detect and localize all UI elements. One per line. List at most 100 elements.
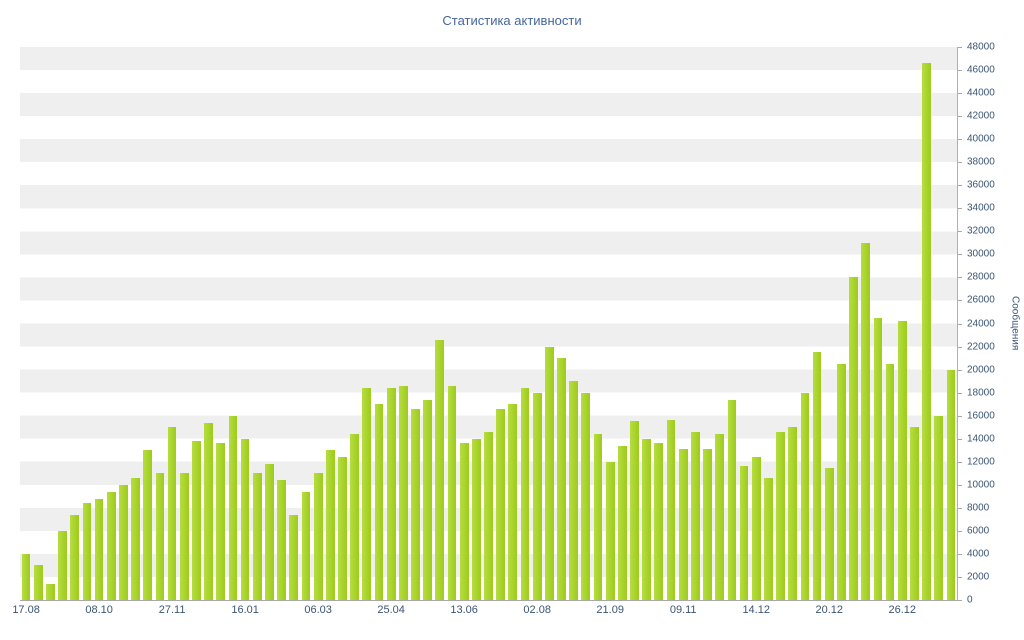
bar	[313, 473, 323, 600]
y-tick-mark	[958, 277, 962, 279]
bar	[751, 457, 761, 600]
y-tick-label: 10000	[967, 479, 995, 491]
bar	[216, 443, 226, 600]
y-tick-mark	[958, 346, 962, 348]
bar	[885, 363, 895, 600]
y-axis-title: Сообщения	[1009, 296, 1021, 351]
y-tick-mark	[958, 530, 962, 532]
x-tick-label: 26.12	[888, 604, 916, 616]
y-tick-label: 4000	[967, 548, 990, 560]
x-tick-label: 16.01	[231, 604, 259, 616]
bar	[192, 441, 201, 600]
bar	[569, 381, 579, 600]
y-tick-label: 14000	[967, 433, 995, 445]
y-tick-label: 48000	[967, 41, 995, 53]
bar	[837, 363, 846, 600]
y-tick-mark	[958, 231, 962, 233]
bar	[678, 449, 688, 600]
y-tick-mark	[958, 415, 962, 417]
y-tick-label: 16000	[967, 410, 995, 422]
y-tick-label: 42000	[967, 110, 995, 122]
bar	[204, 422, 213, 600]
bar	[557, 358, 566, 600]
bar	[764, 477, 773, 600]
bar	[544, 346, 554, 600]
y-tick-label: 44000	[967, 87, 995, 99]
bar	[70, 514, 80, 600]
bar	[46, 583, 55, 600]
bar	[654, 443, 664, 600]
bar	[143, 450, 153, 600]
y-tick-label: 8000	[967, 502, 990, 514]
bar	[228, 415, 238, 600]
bar	[119, 484, 128, 600]
bar	[922, 63, 931, 600]
bar	[897, 321, 907, 600]
bar	[289, 514, 299, 600]
bar	[727, 399, 737, 600]
bar	[946, 369, 956, 600]
y-tick-mark	[958, 300, 962, 302]
bar	[459, 443, 469, 600]
y-axis-title-wrap: Сообщения	[1008, 47, 1022, 600]
x-tick-label: 13.06	[450, 604, 478, 616]
y-tick-mark	[958, 576, 962, 578]
y-tick-label: 6000	[967, 525, 990, 537]
bar	[21, 553, 31, 600]
y-tick-label: 32000	[967, 225, 995, 237]
bar	[252, 473, 262, 600]
bar	[58, 530, 67, 600]
bar	[739, 466, 749, 600]
bar	[350, 434, 359, 600]
bar	[82, 503, 92, 600]
y-tick-mark	[958, 93, 962, 95]
y-tick-label: 18000	[967, 387, 995, 399]
y-tick-label: 26000	[967, 294, 995, 306]
bar	[240, 438, 250, 600]
bar	[33, 565, 43, 600]
x-tick-label: 06.03	[304, 604, 332, 616]
bar	[155, 473, 165, 600]
y-tick-label: 40000	[967, 133, 995, 145]
bar	[94, 498, 104, 600]
x-tick-label: 27.11	[158, 604, 186, 616]
bar	[690, 431, 700, 600]
bar	[788, 427, 798, 600]
x-tick-label: 17.08	[12, 604, 40, 616]
bar	[325, 450, 335, 600]
x-tick-label: 14.12	[742, 604, 770, 616]
bar	[824, 467, 834, 600]
bar	[849, 277, 858, 600]
y-tick-mark	[958, 369, 962, 371]
bar	[642, 438, 652, 600]
bar	[179, 473, 189, 600]
bar	[581, 392, 591, 600]
y-tick-mark	[958, 47, 962, 48]
bar	[532, 392, 542, 600]
bar	[812, 352, 822, 600]
y-tick-label: 36000	[967, 179, 995, 191]
x-tick-label: 08.10	[85, 604, 113, 616]
bar	[861, 242, 871, 600]
bar	[374, 404, 384, 600]
x-tick-label: 09.11	[669, 604, 697, 616]
bar	[520, 388, 530, 600]
bar	[776, 431, 785, 600]
bar	[617, 445, 627, 600]
bar	[435, 339, 445, 600]
bar	[362, 388, 372, 600]
y-tick-label: 20000	[967, 364, 995, 376]
y-tick-mark	[958, 438, 962, 440]
plot-area	[20, 47, 958, 601]
x-tick-label: 25.04	[377, 604, 405, 616]
y-tick-label: 34000	[967, 202, 995, 214]
y-tick-label: 30000	[967, 248, 995, 260]
y-tick-label: 12000	[967, 456, 995, 468]
y-tick-label: 22000	[967, 341, 995, 353]
x-tick-label: 20.12	[815, 604, 843, 616]
bar	[484, 431, 493, 600]
bar	[934, 415, 944, 600]
bar	[167, 427, 177, 600]
bar	[398, 385, 408, 600]
